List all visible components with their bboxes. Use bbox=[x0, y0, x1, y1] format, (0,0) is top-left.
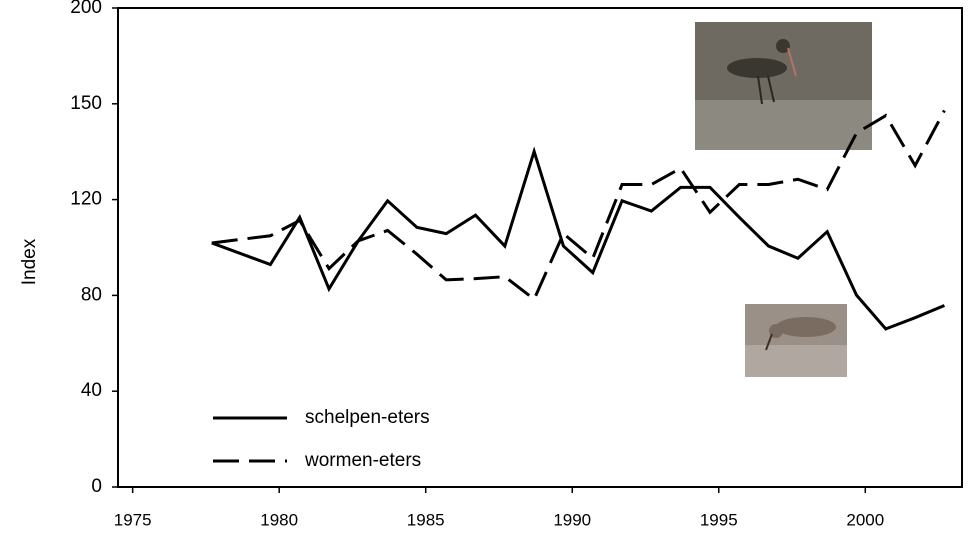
y-tick-label: 0 bbox=[91, 476, 102, 497]
series-line bbox=[211, 109, 946, 302]
x-tick-label: 1990 bbox=[553, 510, 591, 529]
y-tick-label: 80 bbox=[81, 284, 102, 305]
x-tick-label: 1995 bbox=[700, 510, 738, 529]
y-tick-label: 120 bbox=[70, 189, 102, 210]
x-tick-label: 1980 bbox=[260, 510, 298, 529]
y-tick-label: 150 bbox=[70, 93, 102, 114]
y-tick-label: 200 bbox=[70, 0, 102, 18]
x-tick-label: 1975 bbox=[114, 510, 152, 529]
y-tick-label: 40 bbox=[81, 380, 102, 401]
x-tick-label: 2000 bbox=[846, 510, 884, 529]
photo-godwit bbox=[695, 22, 872, 150]
plot-frame bbox=[117, 7, 963, 488]
photo-knot bbox=[745, 304, 847, 377]
y-axis-label: Index bbox=[19, 238, 40, 285]
legend-label: wormen-eters bbox=[304, 450, 421, 471]
x-tick-label: 1985 bbox=[407, 510, 445, 529]
legend-label: schelpen-eters bbox=[305, 407, 430, 428]
